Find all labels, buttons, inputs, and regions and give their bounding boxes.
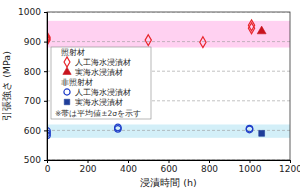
legend-label: 実海水浸漬材 xyxy=(75,98,123,107)
tick-label: 600 xyxy=(24,126,41,136)
tick-label: 500 xyxy=(24,155,41,165)
tick-label: 1000 xyxy=(239,164,262,174)
tick-mark xyxy=(44,160,47,161)
x-axis: 0 200 400 600 800 1000 1200 xyxy=(45,160,300,174)
band xyxy=(47,124,290,137)
point xyxy=(115,124,122,131)
tick: 800 xyxy=(201,160,218,174)
tick: 500 xyxy=(24,155,47,165)
legend-marker xyxy=(64,89,70,95)
tick-mark xyxy=(44,42,47,43)
legend-group: 照射材 xyxy=(61,48,85,57)
tick: 900 xyxy=(24,37,47,47)
points xyxy=(47,20,266,139)
tick-label: 1200 xyxy=(279,164,300,174)
tick-mark xyxy=(88,160,89,163)
tick-mark xyxy=(209,160,210,163)
band xyxy=(47,21,290,48)
tick: 1000 xyxy=(18,7,47,17)
tick-mark xyxy=(250,160,251,163)
tick-label: 200 xyxy=(79,164,96,174)
tick-label: 1000 xyxy=(18,7,41,17)
x-axis-title: 浸漬時間 (h) xyxy=(140,177,196,188)
legend-label: 実海水浸漬材 xyxy=(75,68,123,77)
tick-mark xyxy=(290,160,291,163)
tick: 800 xyxy=(24,67,47,77)
tick-mark xyxy=(169,160,170,163)
plot-background xyxy=(47,12,290,160)
tick-label: 800 xyxy=(24,67,41,77)
point xyxy=(246,126,253,133)
tick: 200 xyxy=(79,160,96,174)
point xyxy=(246,125,253,132)
annotation: ※帯は平均値±2σを示す xyxy=(55,109,141,118)
tick-label: 400 xyxy=(120,164,137,174)
tick-mark xyxy=(44,71,47,72)
tick-mark xyxy=(44,101,47,102)
tick: 700 xyxy=(24,96,47,106)
legend-box xyxy=(51,47,151,119)
legend-group: 非照射材 xyxy=(61,78,93,87)
grid-line xyxy=(47,41,290,42)
tick: 600 xyxy=(160,160,177,174)
grid-line xyxy=(47,130,290,131)
tick-label: 900 xyxy=(24,37,41,47)
chart: 0 200 400 600 800 1000 1200 500 600 700 800 900 1000… xyxy=(0,0,300,190)
tick-label: 800 xyxy=(201,164,218,174)
axis-line xyxy=(44,13,48,161)
legend: 照射材人工海水浸漬材実海水浸漬材非照射材人工海水浸漬材実海水浸漬材※帯は平均値±… xyxy=(51,47,151,119)
tick-mark xyxy=(44,130,47,131)
tick-mark xyxy=(44,12,47,13)
plot-frame xyxy=(47,12,290,160)
point xyxy=(200,37,206,48)
legend-label: 人工海水浸漬材 xyxy=(75,58,131,67)
y-axis-title: 引張強さ (MPa) xyxy=(1,51,12,121)
tick-label: 0 xyxy=(45,164,51,174)
plot-area xyxy=(47,12,290,160)
tick-mark xyxy=(128,160,129,163)
tick: 1200 xyxy=(279,160,300,174)
legend-marker xyxy=(64,57,70,67)
tick: 400 xyxy=(120,160,137,174)
tick-label: 600 xyxy=(160,164,177,174)
legend-marker xyxy=(64,99,69,104)
axis-line xyxy=(48,161,291,164)
tick-label: 700 xyxy=(24,96,41,106)
point xyxy=(257,26,266,34)
point xyxy=(248,20,254,31)
tick: 0 xyxy=(45,160,51,174)
point xyxy=(259,130,265,136)
legend-label: 人工海水浸漬材 xyxy=(75,88,131,97)
y-axis: 500 600 700 800 900 1000 xyxy=(18,7,47,165)
tick: 1000 xyxy=(239,160,262,174)
point xyxy=(145,35,151,46)
tick: 600 xyxy=(24,126,47,136)
legend-marker xyxy=(63,67,71,74)
